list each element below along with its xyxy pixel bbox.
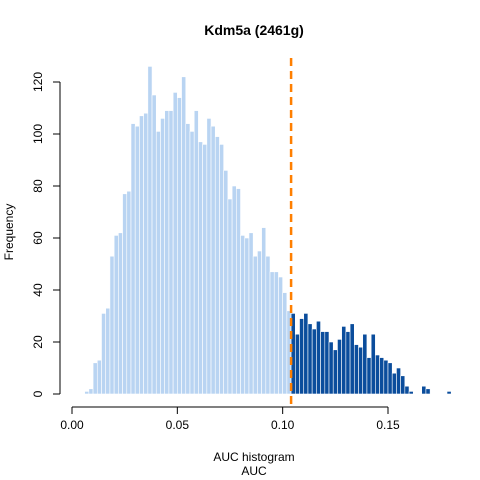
- histogram-bar: [240, 235, 246, 395]
- histogram-bar: [273, 271, 279, 395]
- x-tick-label: 0.10: [271, 418, 295, 432]
- histogram-bar: [362, 333, 368, 395]
- histogram-bar: [88, 388, 94, 395]
- histogram-bar: [408, 391, 414, 395]
- histogram-bar: [143, 112, 149, 395]
- histogram-bar: [202, 144, 208, 395]
- histogram-bar: [248, 232, 254, 395]
- histogram-bar: [341, 326, 347, 395]
- histogram-bar: [168, 110, 174, 395]
- histogram-bar: [375, 354, 380, 395]
- histogram-bar: [105, 307, 111, 395]
- histogram-bar: [353, 344, 359, 395]
- histogram-bar: [130, 123, 136, 395]
- histogram-bar: [316, 320, 321, 395]
- histogram-bar: [126, 190, 132, 395]
- histogram-bar: [295, 333, 300, 395]
- histogram-bar: [206, 118, 212, 395]
- histogram-bar: [307, 323, 313, 395]
- histogram-bar: [147, 66, 153, 395]
- x-axis-label: AUC: [241, 464, 267, 478]
- histogram-bar: [164, 110, 170, 395]
- chart-title: Kdm5a (2461g): [204, 22, 304, 38]
- y-tick-label: 40: [31, 283, 45, 297]
- histogram-bar: [172, 92, 178, 395]
- histogram-bar: [122, 193, 128, 395]
- histogram-bar: [303, 313, 309, 395]
- histogram-bar: [391, 372, 397, 395]
- histogram-bar: [155, 131, 161, 395]
- histogram-bar: [404, 385, 410, 395]
- histogram-bar: [337, 339, 342, 395]
- histogram-bar: [227, 198, 233, 395]
- histogram-bar: [282, 292, 288, 395]
- histogram-bar: [96, 359, 102, 395]
- histogram-bar: [387, 362, 393, 395]
- histogram-bar: [189, 131, 195, 395]
- y-axis-label: Frequency: [2, 204, 16, 261]
- chart-subtitle: AUC histogram: [213, 450, 294, 464]
- histogram-bar: [379, 357, 385, 395]
- histogram-bar: [236, 188, 241, 395]
- y-tick-label: 100: [31, 124, 45, 144]
- histogram-bar: [244, 237, 250, 395]
- x-tick-label: 0.05: [166, 418, 190, 432]
- histogram-bar: [269, 271, 275, 395]
- histogram-bar: [299, 318, 305, 395]
- x-tick-label: 0.00: [60, 418, 84, 432]
- histogram-bar: [198, 141, 203, 395]
- histogram-bar: [185, 123, 191, 395]
- histogram-bar: [214, 136, 220, 395]
- histogram-bar: [366, 357, 372, 395]
- histogram-bar: [231, 185, 237, 395]
- histogram-bar: [219, 144, 224, 395]
- y-tick-label: 80: [31, 179, 45, 193]
- histogram-bar: [370, 333, 376, 395]
- y-axis: 0 20 40 60 80 100 120: [31, 72, 61, 397]
- histogram-bar: [332, 349, 338, 395]
- histogram-bar: [278, 276, 283, 395]
- y-tick-label: 120: [31, 72, 45, 92]
- histogram-bar: [181, 76, 187, 395]
- histogram-bar: [324, 331, 330, 395]
- histogram-bar: [109, 255, 115, 395]
- histogram-bar: [118, 232, 123, 395]
- y-tick-label: 0: [31, 390, 45, 397]
- x-axis: 0.00 0.05 0.10 0.15: [60, 406, 400, 432]
- histogram-bar: [252, 255, 258, 395]
- histogram-bar: [101, 313, 106, 395]
- histogram-bar: [139, 115, 144, 395]
- histogram-bar: [349, 323, 355, 395]
- histogram-bar: [328, 341, 334, 395]
- histogram-bar: [210, 125, 216, 395]
- histogram-bar: [345, 331, 351, 395]
- histogram-bar: [193, 110, 199, 395]
- histogram-bar: [92, 362, 98, 395]
- histogram-bar: [358, 346, 364, 395]
- histogram-bar: [113, 235, 119, 395]
- histogram-bar: [320, 331, 326, 395]
- histogram-bar: [383, 359, 389, 395]
- histogram-bar: [425, 388, 431, 395]
- histogram-bar: [257, 250, 262, 395]
- x-tick-label: 0.15: [376, 418, 400, 432]
- histogram-bar: [311, 328, 317, 395]
- histogram-bars: [84, 66, 452, 395]
- y-tick-label: 60: [31, 231, 45, 245]
- y-tick-label: 20: [31, 335, 45, 349]
- histogram-bar: [177, 97, 182, 395]
- histogram-bar: [134, 125, 140, 395]
- histogram-bar: [84, 391, 90, 395]
- histogram-bar: [261, 227, 267, 395]
- histogram-bar: [400, 375, 406, 395]
- histogram-bar: [265, 255, 271, 395]
- histogram-bar: [446, 391, 452, 395]
- histogram-bar: [160, 118, 165, 395]
- histogram-bar: [151, 94, 157, 395]
- histogram-bar: [223, 170, 229, 395]
- histogram-bar: [421, 385, 427, 395]
- histogram-bar: [396, 367, 401, 395]
